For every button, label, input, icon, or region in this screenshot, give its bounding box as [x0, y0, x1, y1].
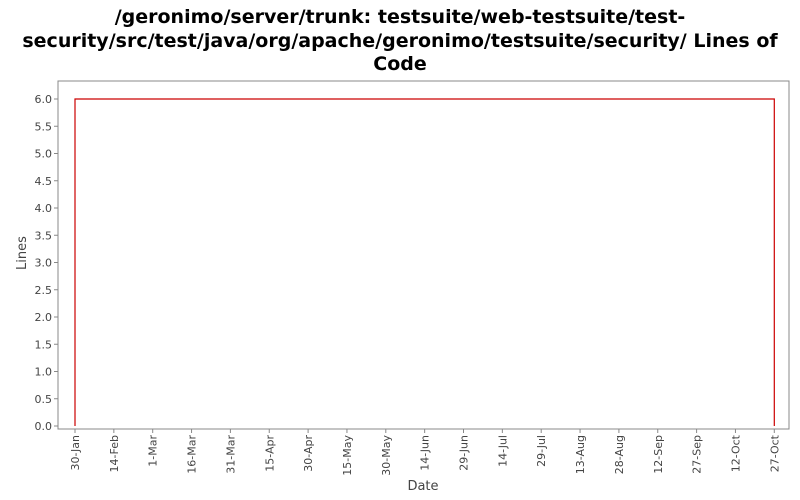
y-tick-label: 2.5 — [35, 284, 53, 297]
x-tick-label: 14-Feb — [108, 435, 121, 472]
y-tick-label: 1.0 — [35, 366, 53, 379]
x-tick-label: 12-Oct — [729, 434, 742, 472]
lines-series-line — [74, 98, 775, 426]
series-layer — [74, 98, 775, 426]
x-tick-label: 13-Aug — [574, 435, 587, 474]
x-tick-label: 29-Jul — [535, 435, 548, 467]
x-tick-label: 16-Mar — [186, 435, 199, 474]
x-tick-label: 30-Jan — [69, 435, 82, 471]
plot-area — [57, 80, 790, 430]
y-tick-label: 5.5 — [35, 120, 53, 133]
x-tick-label: 14-Jun — [419, 435, 432, 471]
chart-title-line-2: security/src/test/java/org/apache/geroni… — [22, 30, 778, 52]
y-tick-label: 2.0 — [35, 311, 53, 324]
y-axis-title: Lines — [15, 236, 30, 270]
x-tick-label: 15-May — [341, 435, 354, 476]
y-tick-label: 3.0 — [35, 257, 53, 270]
x-tick-label: 31-Mar — [224, 435, 237, 474]
x-tick-label: 29-Jun — [458, 435, 471, 471]
y-tick-label: 0.0 — [35, 420, 53, 433]
x-tick-label: 12-Sep — [652, 435, 665, 474]
x-tick-label: 27-Oct — [768, 434, 781, 472]
x-tick-label: 14-Jul — [496, 435, 509, 467]
x-tick-label: 15-Apr — [263, 435, 276, 472]
x-axis-title: Date — [407, 479, 438, 494]
chart-title-line-3: Code — [373, 53, 427, 75]
y-tick-label: 0.5 — [35, 393, 53, 406]
x-axis: 30-Jan 14-Feb 1-Mar 16-Mar 31-Mar 15-Apr 30-Ap… — [69, 429, 781, 476]
x-tick-label: 30-May — [380, 435, 393, 476]
y-axis: 0.0 0.5 1.0 1.5 2.0 2.5 3.0 3.5 4.0 4.5 5.0 5.5 6.0 — [35, 93, 58, 433]
x-tick-label: 28-Aug — [613, 435, 626, 474]
y-tick-label: 1.5 — [35, 338, 53, 351]
x-tick-label: 1-Mar — [147, 435, 160, 467]
y-tick-label: 4.5 — [35, 175, 53, 188]
x-tick-label: 27-Sep — [691, 435, 704, 474]
x-tick-label: 30-Apr — [302, 435, 315, 472]
y-tick-label: 6.0 — [35, 93, 53, 106]
y-tick-label: 4.0 — [35, 202, 53, 215]
y-tick-label: 3.5 — [35, 229, 53, 242]
chart-title-line-1: /geronimo/server/trunk: testsuite/web-te… — [114, 6, 686, 28]
y-tick-label: 5.0 — [35, 148, 53, 161]
